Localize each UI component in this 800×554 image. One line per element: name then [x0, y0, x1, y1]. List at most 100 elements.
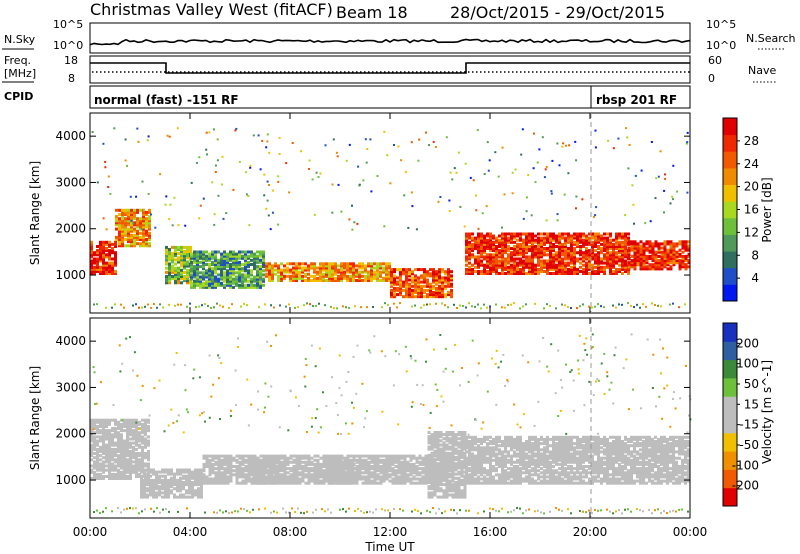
- data-cell: [618, 234, 621, 238]
- data-cell: [143, 209, 146, 212]
- data-cell: [621, 257, 624, 261]
- data-cell: [433, 435, 437, 439]
- data-cell: [624, 242, 627, 246]
- data-cell: [295, 477, 299, 481]
- data-cell: [588, 259, 591, 263]
- data-cell: [333, 471, 337, 475]
- data-cell: [426, 278, 429, 282]
- data-cell: [546, 261, 549, 265]
- data-cell: [345, 471, 349, 475]
- data-cell: [355, 479, 359, 483]
- data-cell: [528, 245, 531, 248]
- data-cell: [388, 458, 392, 462]
- data-cell: [352, 481, 356, 485]
- data-cell: [432, 274, 435, 278]
- data-cell: [238, 279, 241, 283]
- data-cell: [205, 460, 209, 464]
- data-cell: [123, 477, 126, 480]
- data-cell: [442, 437, 446, 441]
- data-cell: [492, 245, 495, 248]
- data-cell: [418, 454, 422, 458]
- data-cell: [105, 247, 108, 250]
- data-cell: [102, 447, 105, 451]
- data-cell: [264, 477, 268, 481]
- data-cell: [99, 251, 102, 255]
- data-cell: [525, 232, 528, 236]
- data-cell: [208, 252, 211, 256]
- data-cell: [441, 284, 444, 288]
- data-cell: [349, 270, 352, 274]
- data-cell: [675, 257, 679, 260]
- data-cell: [468, 270, 471, 273]
- data-cell: [465, 240, 468, 244]
- data-cell: [433, 451, 437, 455]
- data-cell: [408, 274, 411, 278]
- data-cell: [298, 454, 302, 458]
- data-cell: [197, 489, 200, 493]
- data-cell: [111, 306, 113, 309]
- data-cell: [111, 458, 114, 462]
- data-cell: [609, 259, 612, 263]
- data-cell: [292, 266, 295, 270]
- data-cell: [202, 263, 205, 266]
- data-cell: [666, 257, 670, 260]
- data-cell: [346, 454, 350, 458]
- data-cell: [127, 210, 130, 214]
- data-cell: [191, 470, 194, 474]
- data-cell: [186, 256, 189, 260]
- data-cell: [492, 267, 495, 271]
- data-cell: [269, 228, 272, 231]
- data-cell: [630, 246, 634, 250]
- data-cell: [498, 263, 501, 267]
- data-cell: [190, 277, 193, 281]
- data-cell: [424, 475, 428, 479]
- data-cell: [205, 283, 208, 287]
- data-cell: [250, 281, 253, 285]
- data-cell: [477, 303, 479, 306]
- data-cell: [489, 236, 492, 240]
- data-cell: [298, 471, 302, 475]
- data-cell: [292, 465, 296, 468]
- data-cell: [167, 485, 170, 489]
- cpid-panel: [89, 85, 691, 109]
- data-cell: [121, 217, 124, 221]
- data-cell: [140, 489, 143, 493]
- data-cell: [280, 481, 284, 485]
- data-cell: [420, 284, 423, 288]
- data-cell: [442, 493, 446, 497]
- data-cell: [180, 275, 183, 278]
- data-cell: [102, 468, 105, 472]
- data-cell: [102, 247, 105, 250]
- data-cell: [594, 253, 597, 257]
- data-cell: [436, 485, 440, 489]
- data-cell: [630, 304, 632, 307]
- data-cell: [358, 467, 362, 471]
- data-cell: [489, 240, 492, 244]
- data-cell: [486, 259, 489, 263]
- data-cell: [391, 454, 395, 458]
- data-cell: [399, 282, 402, 286]
- data-cell: [223, 462, 227, 466]
- data-cell: [438, 272, 441, 276]
- data-cell: [102, 257, 105, 261]
- data-cell: [316, 479, 320, 483]
- data-cell: [492, 253, 495, 257]
- data-cell: [283, 454, 287, 458]
- data-cell: [393, 286, 396, 290]
- data-cell: [382, 477, 386, 481]
- data-cell: [531, 234, 534, 238]
- data-cell: [268, 276, 271, 280]
- data-cell: [412, 481, 416, 485]
- data-cell: [268, 262, 271, 266]
- data-cell: [565, 144, 567, 147]
- data-cell: [216, 138, 219, 141]
- data-cell: [403, 458, 407, 462]
- data-cell: [370, 272, 373, 276]
- data-cell: [636, 250, 640, 254]
- data-cell: [155, 487, 158, 491]
- data-cell: [468, 257, 471, 261]
- data-cell: [226, 277, 229, 281]
- data-cell: [267, 477, 271, 481]
- data-cell: [336, 475, 340, 479]
